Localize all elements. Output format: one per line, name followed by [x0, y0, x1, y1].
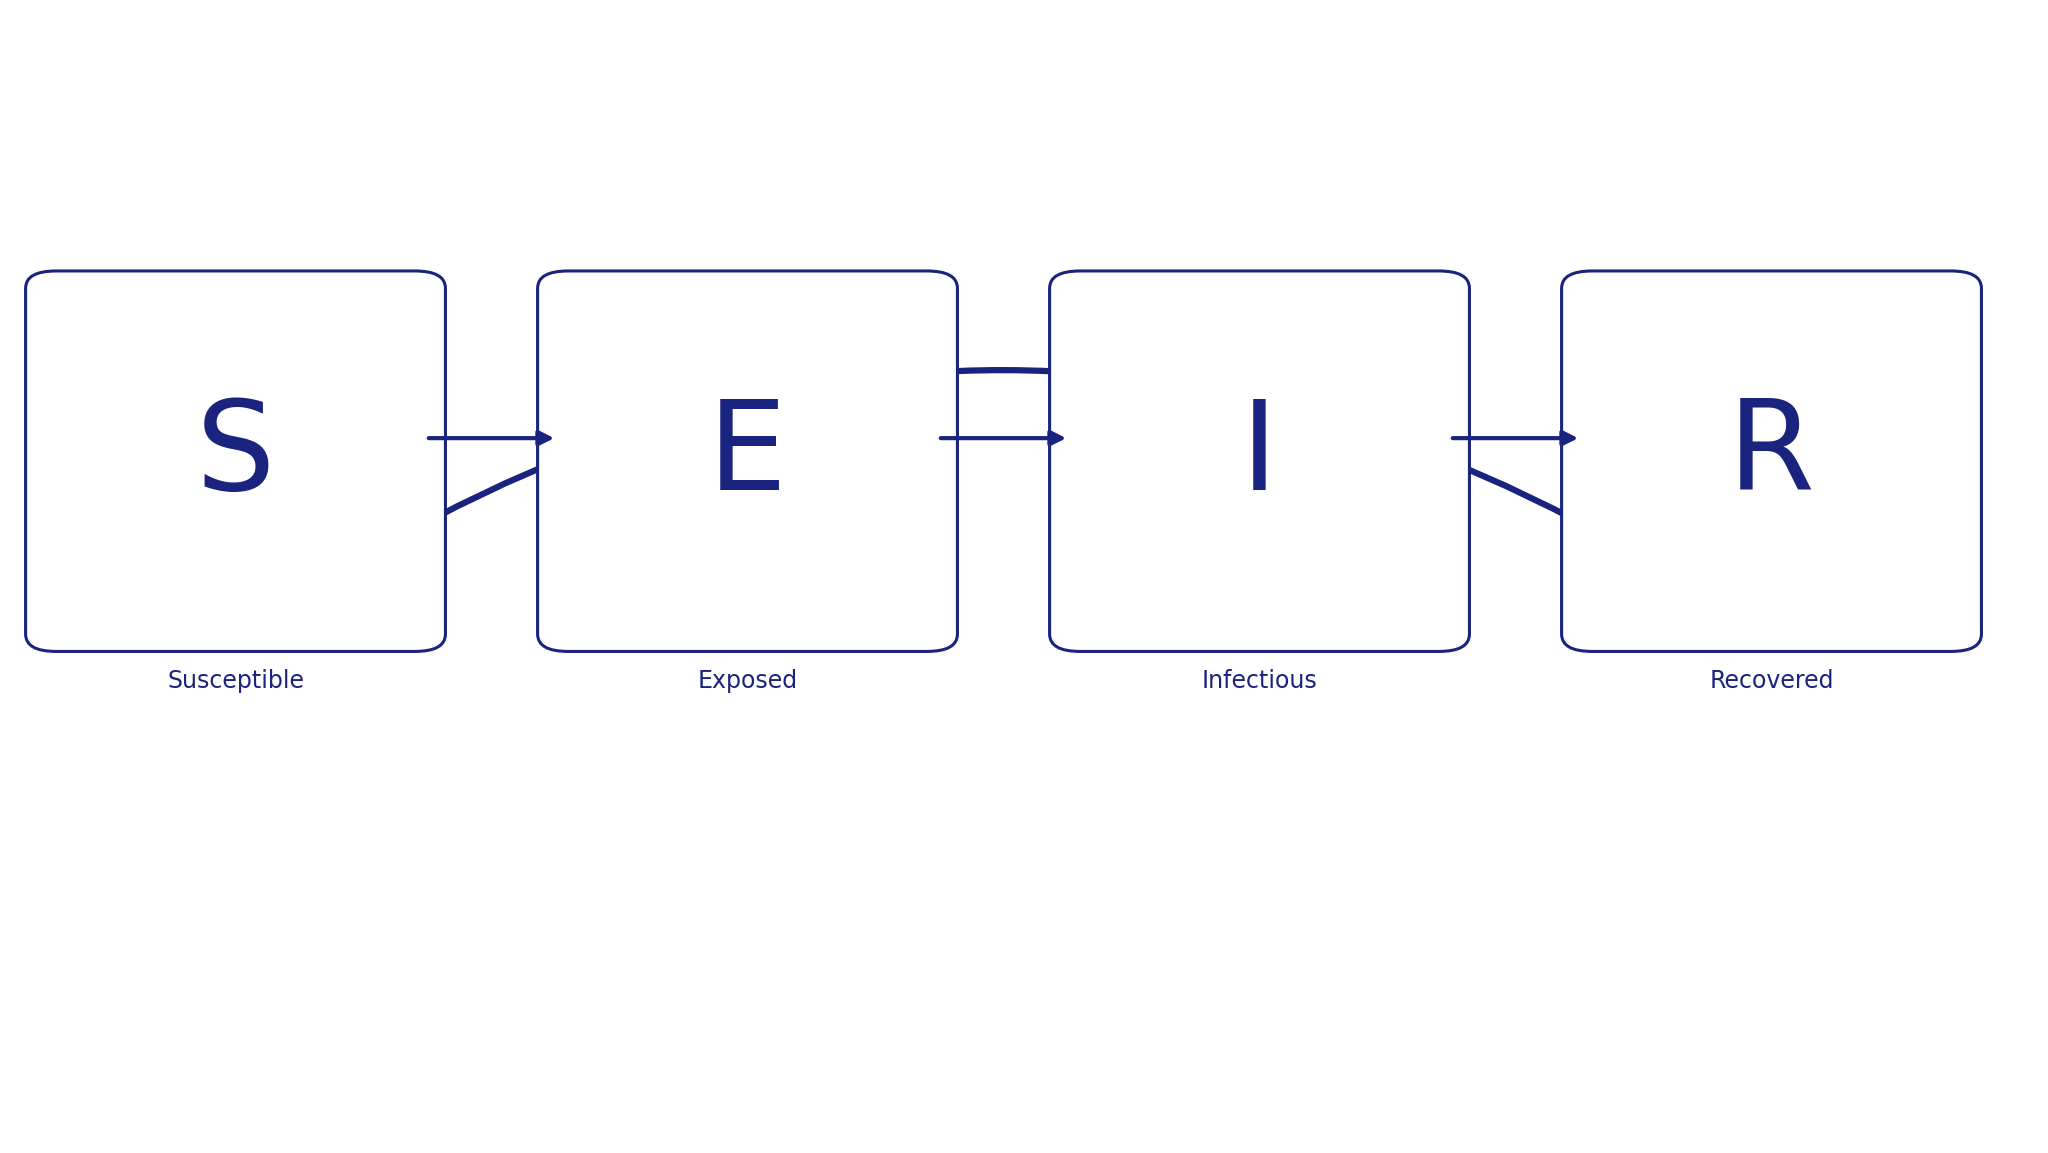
- FancyBboxPatch shape: [27, 271, 446, 651]
- Text: Susceptible: Susceptible: [168, 669, 303, 693]
- Text: S: S: [197, 395, 274, 515]
- Text: R: R: [1729, 395, 1815, 515]
- Text: Exposed: Exposed: [698, 669, 797, 693]
- FancyBboxPatch shape: [1049, 271, 1468, 651]
- Text: I: I: [1241, 395, 1278, 515]
- Text: E: E: [709, 395, 786, 515]
- Text: Infectious: Infectious: [1202, 669, 1317, 693]
- FancyBboxPatch shape: [537, 271, 956, 651]
- Text: Recovered: Recovered: [1710, 669, 1833, 693]
- FancyBboxPatch shape: [1561, 271, 1980, 651]
